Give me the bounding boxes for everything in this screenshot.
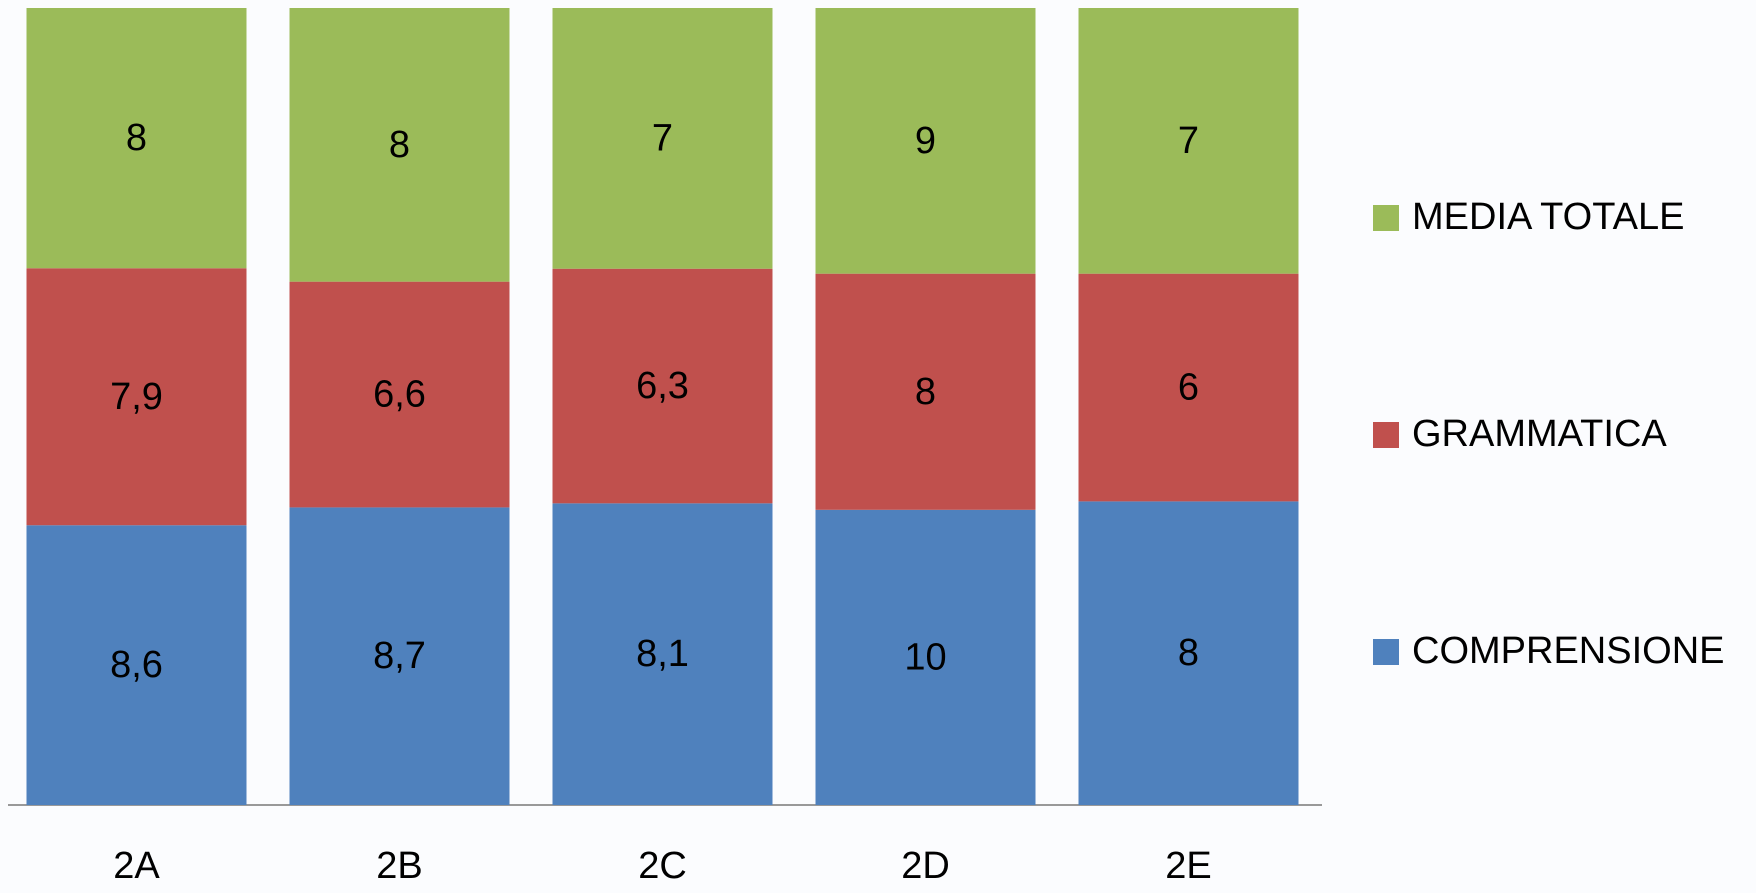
data-label: 8,7 xyxy=(373,635,426,677)
data-label: 7,9 xyxy=(110,376,163,418)
legend-label: COMPRENSIONE xyxy=(1412,630,1724,672)
legend-label: MEDIA TOTALE xyxy=(1412,196,1684,238)
legend-swatch xyxy=(1373,205,1399,231)
x-tick-label: 2D xyxy=(901,845,950,887)
x-tick-label: 2E xyxy=(1165,845,1211,887)
legend-swatch xyxy=(1373,639,1399,665)
data-label: 8,6 xyxy=(110,644,163,686)
data-label: 8,1 xyxy=(636,633,689,675)
legend-label: GRAMMATICA xyxy=(1412,413,1667,455)
data-label: 10 xyxy=(904,636,946,678)
data-label: 7 xyxy=(652,117,673,159)
x-tick-label: 2C xyxy=(638,845,687,887)
data-label: 8 xyxy=(1178,632,1199,674)
chart: 2A 8,6 7,9 8 2B 8,7 6,6 8 2C 8,1 6,3 7 2D 10 8 9 2E 8 6 7 CO… xyxy=(0,0,1756,893)
x-tick-label: 2A xyxy=(113,845,160,887)
x-tick-label: 2B xyxy=(376,845,422,887)
data-label: 6 xyxy=(1178,367,1199,409)
data-label: 8 xyxy=(389,124,410,166)
legend-swatch xyxy=(1373,422,1399,448)
data-label: 6,6 xyxy=(373,374,426,416)
data-label: 6,3 xyxy=(636,365,689,407)
data-label: 8 xyxy=(126,117,147,159)
data-label: 8 xyxy=(915,371,936,413)
data-label: 9 xyxy=(915,120,936,162)
data-label: 7 xyxy=(1178,120,1199,162)
